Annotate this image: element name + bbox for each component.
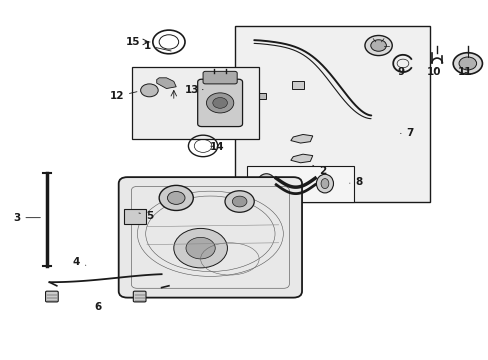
Text: 12: 12 bbox=[109, 91, 137, 102]
Ellipse shape bbox=[321, 179, 328, 189]
Text: 1: 1 bbox=[143, 41, 171, 51]
Text: 2: 2 bbox=[312, 165, 325, 176]
Text: 9: 9 bbox=[397, 67, 404, 77]
Circle shape bbox=[167, 192, 184, 204]
FancyBboxPatch shape bbox=[119, 177, 302, 298]
FancyBboxPatch shape bbox=[45, 291, 58, 302]
Text: 14: 14 bbox=[209, 141, 224, 152]
Circle shape bbox=[452, 53, 482, 74]
Text: 5: 5 bbox=[139, 211, 153, 221]
Circle shape bbox=[159, 185, 193, 211]
FancyBboxPatch shape bbox=[246, 166, 353, 202]
Circle shape bbox=[458, 57, 476, 70]
Circle shape bbox=[364, 36, 391, 55]
Circle shape bbox=[212, 98, 227, 108]
Polygon shape bbox=[290, 154, 312, 163]
Text: 15: 15 bbox=[126, 37, 150, 47]
Text: 11: 11 bbox=[457, 67, 471, 77]
Circle shape bbox=[141, 84, 158, 97]
Ellipse shape bbox=[257, 174, 275, 193]
FancyBboxPatch shape bbox=[234, 26, 429, 202]
Ellipse shape bbox=[262, 178, 270, 189]
Circle shape bbox=[173, 228, 227, 268]
Polygon shape bbox=[157, 78, 176, 89]
Text: 8: 8 bbox=[349, 177, 362, 187]
Text: 7: 7 bbox=[400, 129, 413, 138]
Ellipse shape bbox=[316, 174, 333, 193]
Circle shape bbox=[370, 40, 386, 51]
Circle shape bbox=[232, 196, 246, 207]
Text: 3: 3 bbox=[13, 213, 40, 222]
FancyBboxPatch shape bbox=[197, 79, 242, 127]
FancyBboxPatch shape bbox=[203, 71, 237, 84]
Circle shape bbox=[185, 237, 215, 259]
Bar bbox=[292, 81, 304, 89]
Text: 10: 10 bbox=[426, 67, 440, 77]
FancyBboxPatch shape bbox=[132, 67, 259, 139]
Text: 13: 13 bbox=[184, 85, 203, 95]
FancyBboxPatch shape bbox=[124, 209, 146, 224]
Circle shape bbox=[206, 93, 233, 113]
Circle shape bbox=[224, 191, 254, 212]
Bar bbox=[256, 93, 266, 99]
Polygon shape bbox=[290, 134, 312, 143]
FancyBboxPatch shape bbox=[133, 291, 146, 302]
Text: 4: 4 bbox=[72, 257, 85, 267]
Text: 6: 6 bbox=[94, 302, 102, 312]
